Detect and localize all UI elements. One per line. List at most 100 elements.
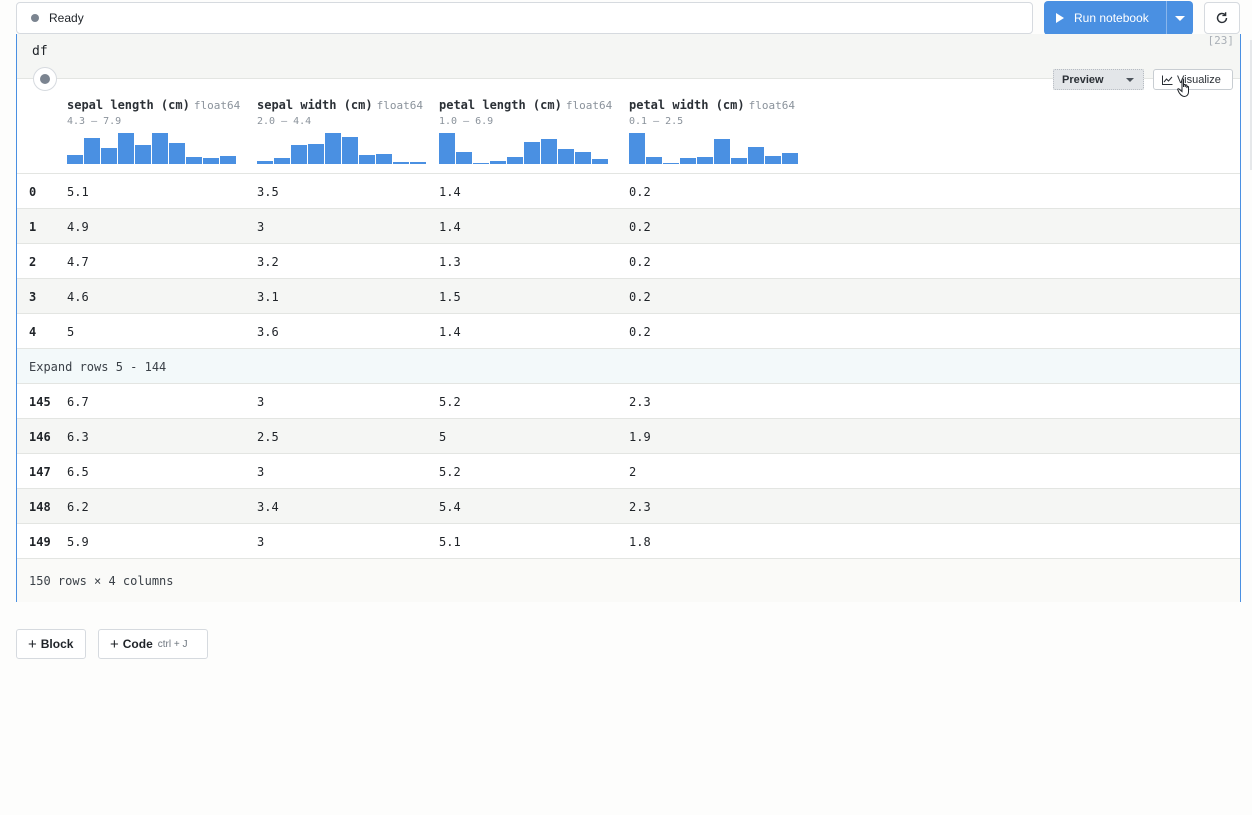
table-cell: 1.4 <box>439 185 461 199</box>
table-row: 1 4.9 3 1.4 0.2 <box>17 209 1240 244</box>
add-block-button[interactable]: + Block <box>16 629 86 659</box>
histogram-bar <box>697 157 713 164</box>
histogram-bar <box>748 147 764 164</box>
code-editor[interactable]: df [23] Preview Visualize <box>17 34 1240 98</box>
column-dtype: float64 <box>748 99 795 112</box>
row-index: 147 <box>29 465 51 479</box>
table-cell: 5 <box>67 325 75 339</box>
table-cell: 5.4 <box>439 500 461 514</box>
table-cell: 6.5 <box>67 465 89 479</box>
histogram-bar <box>410 162 426 164</box>
execution-count: [23] <box>1207 34 1235 47</box>
table-row: 148 6.2 3.4 5.4 2.3 <box>17 489 1240 524</box>
visualize-button[interactable]: Visualize <box>1153 69 1233 90</box>
play-icon <box>1056 13 1064 23</box>
column-header[interactable]: petal length (cm) float64 1.0 – 6.9 <box>439 98 612 164</box>
column-name: sepal width (cm) float64 <box>257 98 426 112</box>
run-notebook-main[interactable]: Run notebook <box>1044 1 1166 35</box>
histogram-bar <box>325 133 341 164</box>
table-cell: 3.1 <box>257 290 279 304</box>
histogram-bar <box>765 156 781 164</box>
table-row: 3 4.6 3.1 1.5 0.2 <box>17 279 1240 314</box>
table-cell: 0.2 <box>629 185 651 199</box>
histogram-bar <box>274 158 290 164</box>
table-cell: 5.1 <box>67 185 89 199</box>
table-cell: 4.9 <box>67 220 89 234</box>
histogram-bar <box>439 133 455 164</box>
histogram-bar <box>393 162 409 164</box>
run-notebook-label: Run notebook <box>1074 11 1149 25</box>
column-title: sepal length (cm) <box>67 98 190 112</box>
histogram-bar <box>507 157 523 164</box>
column-range: 4.3 – 7.9 <box>67 116 122 127</box>
preview-dropdown[interactable]: Preview <box>1053 69 1144 90</box>
refresh-icon <box>1216 12 1228 24</box>
table-cell: 0.2 <box>629 290 651 304</box>
table-cell: 1.4 <box>439 325 461 339</box>
visualize-label: Visualize <box>1177 73 1221 86</box>
row-index: 3 <box>29 290 37 304</box>
column-header[interactable]: sepal width (cm) float64 2.0 – 4.4 <box>257 98 426 164</box>
run-button-divider <box>1166 1 1167 35</box>
expand-rows-label: Expand rows 5 - 144 <box>29 360 167 374</box>
row-index: 145 <box>29 395 51 409</box>
refresh-button[interactable] <box>1204 2 1240 34</box>
hand-cursor-icon <box>1177 78 1189 98</box>
expand-rows-button[interactable]: Expand rows 5 - 144 <box>17 349 1240 384</box>
histogram-bar <box>714 139 730 164</box>
histogram-bar <box>359 155 375 164</box>
histogram-bar <box>101 148 117 164</box>
scrollbar-track[interactable] <box>1250 40 1252 170</box>
column-range: 0.1 – 2.5 <box>629 116 684 127</box>
column-title: petal length (cm) <box>439 98 562 112</box>
table-cell: 3.4 <box>257 500 279 514</box>
table-cell: 6.3 <box>67 430 89 444</box>
table-row: 4 5 3.6 1.4 0.2 <box>17 314 1240 349</box>
histogram-bar <box>731 158 747 164</box>
row-index: 0 <box>29 185 37 199</box>
table-row: 146 6.3 2.5 5 1.9 <box>17 419 1240 454</box>
table-cell: 3.6 <box>257 325 279 339</box>
table-cell: 1.8 <box>629 535 651 549</box>
histogram-bar <box>257 161 273 164</box>
table-cell: 0.2 <box>629 325 651 339</box>
column-header[interactable]: petal width (cm) float64 0.1 – 2.5 <box>629 98 798 164</box>
histogram-bar <box>376 154 392 164</box>
column-header[interactable]: sepal length (cm) float64 4.3 – 7.9 <box>67 98 240 164</box>
histogram-bar <box>135 145 151 164</box>
code-cell[interactable]: df [23] Preview Visualize sepal length (… <box>16 34 1241 602</box>
histogram-bar <box>308 144 324 164</box>
histogram-bar <box>541 139 557 164</box>
histogram-bar <box>524 142 540 164</box>
row-index: 149 <box>29 535 51 549</box>
table-cell: 1.4 <box>439 220 461 234</box>
histogram-bar <box>67 155 83 164</box>
code-text[interactable]: df <box>32 44 48 59</box>
table-cell: 4.6 <box>67 290 89 304</box>
add-code-button[interactable]: + Code ctrl + J <box>98 629 208 659</box>
table-cell: 5.2 <box>439 465 461 479</box>
add-code-label: Code <box>122 637 153 651</box>
histogram-bar <box>782 153 798 164</box>
column-histogram <box>67 132 240 164</box>
column-dtype: float64 <box>193 99 241 112</box>
table-cell: 5.2 <box>439 395 461 409</box>
run-options-dropdown[interactable] <box>1167 1 1193 35</box>
preview-label: Preview <box>1062 73 1104 86</box>
table-cell: 3 <box>257 395 265 409</box>
histogram-bar <box>152 133 168 164</box>
table-cell: 3 <box>257 535 265 549</box>
status-dot-icon <box>31 14 39 22</box>
table-header: sepal length (cm) float64 4.3 – 7.9 sepal w… <box>17 79 1240 174</box>
histogram-bar <box>490 161 506 164</box>
row-index: 2 <box>29 255 37 269</box>
table-row: 0 5.1 3.5 1.4 0.2 <box>17 174 1240 209</box>
cell-output-toggle[interactable] <box>33 67 57 91</box>
histogram-bar <box>342 137 358 164</box>
histogram-bar <box>220 156 236 164</box>
table-cell: 3.5 <box>257 185 279 199</box>
run-notebook-button[interactable]: Run notebook <box>1044 1 1193 35</box>
add-code-shortcut: ctrl + J <box>157 638 188 650</box>
row-count-label: 150 rows × 4 columns <box>29 574 174 588</box>
table-row: 2 4.7 3.2 1.3 0.2 <box>17 244 1240 279</box>
